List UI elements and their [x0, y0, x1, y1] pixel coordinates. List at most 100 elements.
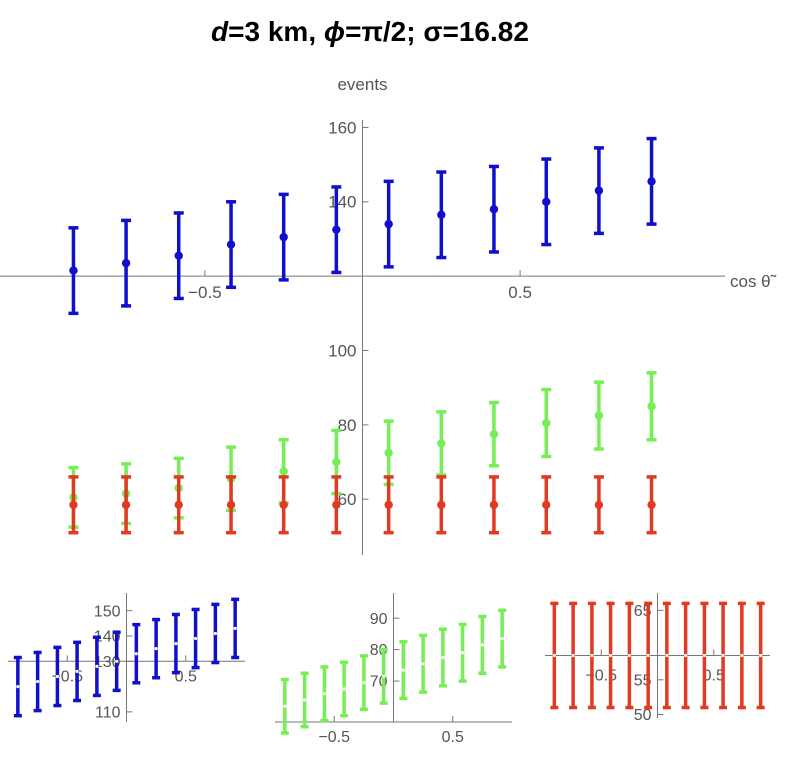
data-point	[226, 500, 236, 510]
data-point	[332, 225, 341, 234]
y-tick-label: 90	[370, 611, 388, 628]
data-point	[16, 684, 20, 689]
title-phi-value: =π/2; σ=16.82	[345, 16, 529, 47]
data-point	[594, 411, 604, 420]
data-point	[384, 448, 393, 457]
title-phi-symbol: ϕ	[323, 16, 346, 47]
chart-title: d=3 km, ϕ=π/2; σ=16.82	[0, 16, 740, 48]
data-point	[552, 653, 556, 658]
y-tick-label: 110	[95, 704, 121, 721]
y-axis-label: events	[337, 75, 387, 94]
data-point	[489, 429, 499, 439]
data-point	[759, 653, 763, 658]
data-point	[121, 500, 131, 510]
data-point	[174, 641, 178, 646]
data-point	[441, 655, 445, 660]
data-point	[174, 500, 183, 510]
y-tick-label: 80	[338, 416, 357, 435]
data-point	[646, 653, 650, 658]
data-point	[279, 500, 288, 510]
data-point	[460, 651, 465, 655]
data-point	[608, 653, 613, 658]
data-point	[571, 653, 575, 658]
x-tick-label: 0.5	[442, 729, 464, 746]
data-point	[233, 626, 237, 631]
data-point	[421, 662, 425, 666]
x-tick-label: 0.5	[703, 668, 725, 685]
data-point	[401, 668, 405, 672]
data-point	[36, 679, 40, 684]
x-tick-label: −0.5	[51, 668, 83, 685]
plot-panel-1: 60 80 100 140 160 −0.5 0.5 events cos θ̃	[0, 75, 777, 555]
title-d-symbol: d	[211, 16, 229, 47]
data-point	[303, 698, 307, 702]
data-point	[55, 674, 60, 679]
data-point	[283, 704, 287, 708]
data-point	[69, 500, 78, 510]
data-point	[702, 653, 707, 658]
x-tick-label: −0.5	[188, 283, 222, 302]
data-point	[134, 652, 138, 656]
data-point	[95, 664, 99, 668]
data-point	[647, 500, 656, 510]
data-point	[437, 500, 446, 510]
y-tick-label: 60	[338, 490, 357, 509]
data-point	[115, 659, 119, 663]
data-point	[740, 653, 744, 658]
data-point	[489, 205, 499, 214]
data-point	[594, 186, 604, 195]
data-point	[213, 631, 217, 636]
y-tick-label: 160	[328, 118, 356, 137]
data-point	[721, 653, 725, 658]
x-tick-label: 0.5	[175, 668, 197, 685]
data-point	[665, 653, 669, 658]
x-tick-label: 0.5	[508, 283, 532, 302]
data-point	[384, 500, 393, 510]
red-series	[68, 475, 657, 535]
data-point	[193, 636, 198, 641]
data-point	[332, 457, 341, 467]
blue-series	[68, 136, 657, 316]
data-point	[174, 251, 183, 260]
data-point	[590, 653, 594, 658]
data-point	[542, 500, 551, 510]
data-point	[647, 177, 656, 186]
data-point	[362, 681, 366, 685]
x-tick-label: −0.5	[318, 729, 350, 746]
data-point	[480, 643, 484, 647]
x-axis-label: cos θ̃	[730, 272, 777, 291]
data-point	[75, 669, 79, 674]
title-d-value: =3 km,	[228, 16, 324, 47]
data-point	[342, 687, 346, 691]
data-point	[384, 219, 393, 229]
data-point	[382, 674, 386, 678]
data-point	[279, 467, 288, 476]
data-point	[121, 258, 131, 268]
red-series	[550, 601, 765, 710]
data-point	[684, 653, 688, 658]
y-tick-label: 100	[328, 341, 356, 360]
data-point	[279, 232, 288, 242]
green-series	[280, 608, 507, 735]
data-point	[627, 653, 631, 658]
y-tick-label: 150	[94, 603, 121, 620]
blue-series	[13, 597, 240, 718]
data-point	[647, 402, 656, 411]
data-point	[594, 500, 604, 510]
y-tick-label: 140	[328, 193, 356, 212]
data-point	[500, 637, 504, 641]
data-point	[489, 500, 499, 510]
y-tick-label: 50	[634, 707, 652, 724]
data-point	[226, 240, 236, 249]
data-point	[437, 210, 446, 220]
data-point	[542, 418, 551, 428]
data-point	[322, 692, 327, 696]
data-point	[437, 439, 446, 448]
data-point	[69, 266, 78, 275]
data-point	[542, 197, 551, 206]
y-tick-label: 130	[94, 654, 121, 671]
